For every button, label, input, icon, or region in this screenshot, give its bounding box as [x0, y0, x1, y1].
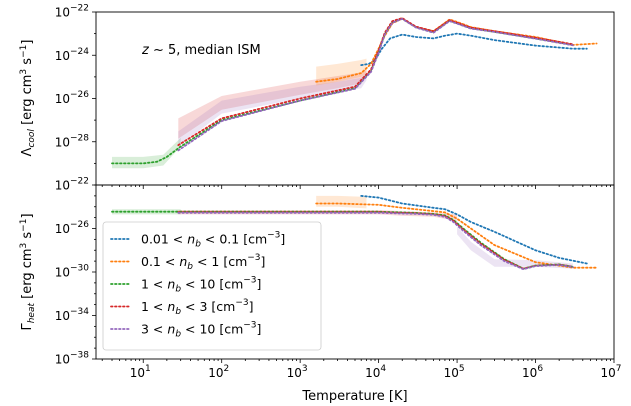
legend: 0.01 < nb < 0.1 [cm−3] 0.1 < nb < 1 [cm−3… — [102, 221, 322, 351]
heating-y-tick-label: 10−34 — [55, 307, 90, 323]
legend-label-1: 0.1 < nb < 1 [cm−3] — [141, 253, 265, 272]
cooling-y-tick-label: 10−28 — [55, 133, 90, 149]
heating-y-tick-label: 10−30 — [55, 264, 90, 280]
heating-panel — [111, 194, 598, 271]
legend-label-3: 1 < nb < 3 [cm−3] — [141, 298, 253, 317]
heating-y-tick-label: 10−38 — [55, 351, 90, 367]
heating-y-tick-label: 10−26 — [55, 220, 90, 236]
heating-series-line-0 — [360, 194, 588, 265]
x-axis-label: Temperature [K] — [301, 389, 407, 404]
heating-series-line-1 — [315, 202, 598, 269]
cooling-series-line-3 — [177, 17, 574, 147]
cooling-y-axis-label: Λcool [erg cm3 s−1] — [19, 40, 37, 157]
redshift-annotation: z ~ 5, median ISM — [141, 43, 261, 58]
cooling-y-tick-label: 10−26 — [55, 90, 90, 106]
x-tick-label: 101 — [130, 364, 151, 380]
cooling-y-tick-label: 10−22 — [55, 4, 89, 20]
axis-ticks: 10−22 10−24 10−26 10−28 10−22 10−26 10−30 10−34… — [55, 4, 622, 381]
legend-box — [102, 221, 322, 351]
cooling-series-line-4 — [177, 17, 574, 152]
x-tick-label: 106 — [522, 364, 543, 380]
legend-label-2: 1 < nb < 10 [cm−3] — [141, 276, 261, 295]
x-tick-label: 104 — [365, 364, 386, 380]
x-tick-label: 103 — [287, 364, 308, 380]
heating-y-axis-label: Γheat [erg cm3 s−1] — [19, 213, 37, 330]
cooling-band-0 — [112, 137, 181, 169]
legend-label-0: 0.01 < nb < 0.1 [cm−3] — [141, 231, 285, 250]
cooling-band-3 — [316, 58, 367, 86]
legend-label-4: 3 < nb < 10 [cm−3] — [141, 321, 261, 340]
x-tick-label: 102 — [208, 364, 229, 380]
heating-band-2 — [457, 226, 573, 269]
cooling-band-2 — [178, 72, 367, 147]
heating-band-3 — [316, 195, 367, 209]
heating-y-tick-label: 10−22 — [55, 177, 89, 193]
cooling-y-tick-label: 10−24 — [55, 47, 90, 63]
x-tick-label: 107 — [600, 364, 621, 380]
cooling-panel — [111, 17, 598, 169]
x-tick-label: 105 — [444, 364, 465, 380]
cooling-band-1 — [178, 68, 367, 139]
heating-series-line-4 — [177, 211, 574, 271]
